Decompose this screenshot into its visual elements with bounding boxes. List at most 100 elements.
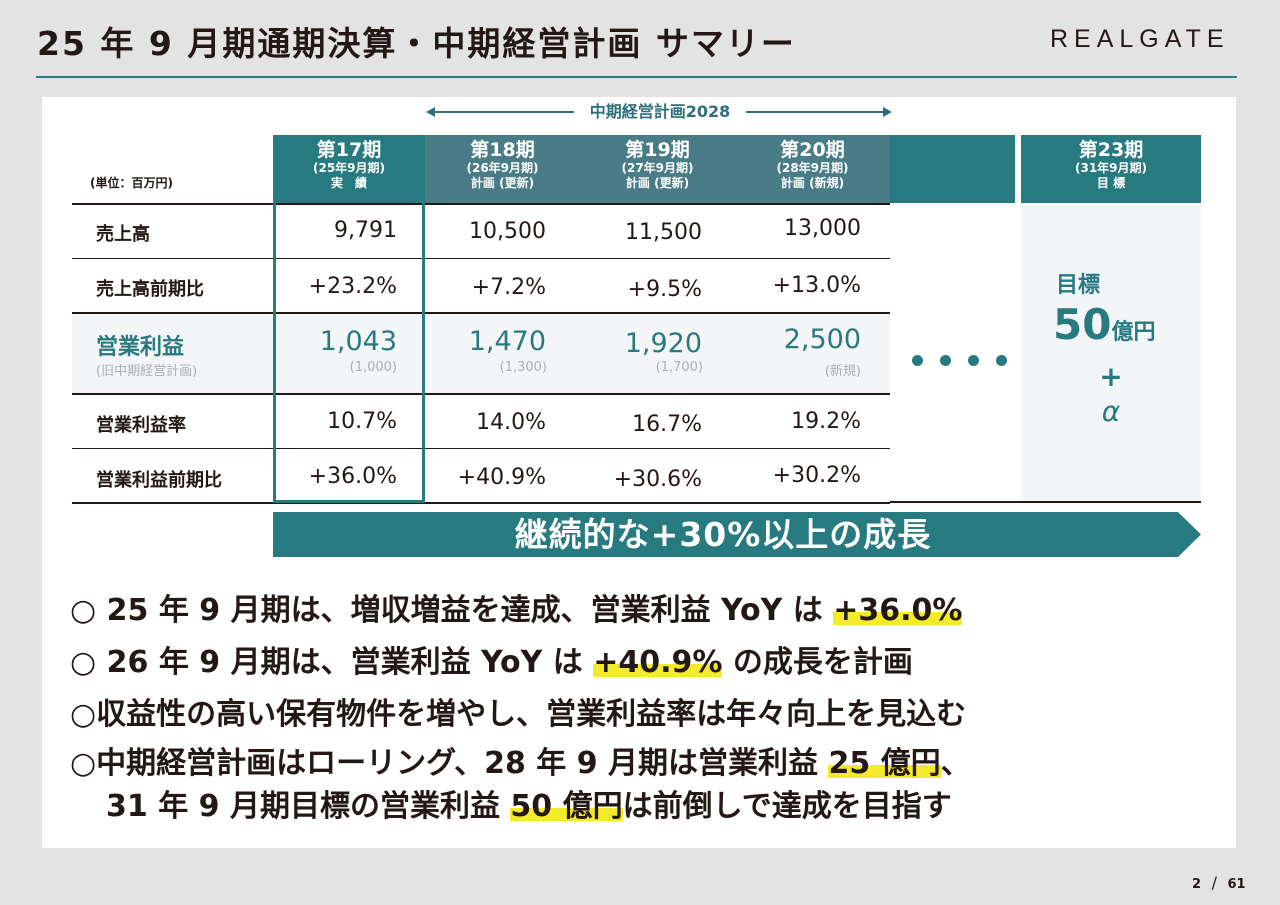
bullet-text: ○収益性の高い保有物件を増やし、営業利益率は年々向上を見込む [70,697,967,732]
growth-banner: 継続的な+30%以上の成長 [273,512,1201,557]
cell-op-margin-19: 16.7% [632,412,702,437]
fiscal-year: (28年9月期) [776,161,849,175]
arrow-banner-shape [273,512,1201,557]
page-number: 2 / 61 [1192,873,1246,892]
table-rule [72,448,890,449]
target-box: 目標 50億円 + α [1021,205,1201,501]
cell-sales-yoy-19: +9.5% [627,277,702,302]
target-plus: + [1099,360,1123,393]
mid-term-plan-range: 中期経営計画2028 [426,102,892,122]
column-header-23: 第23期 (31年9月期) 目 標 [1021,135,1201,203]
cell-sales-19: 11,500 [625,220,702,245]
fiscal-year: (25年9月期) [312,161,386,175]
column-header-spacer [890,135,1015,203]
slide-title: 25 年 9 月期通期決算・中期経営計画 サマリー [37,24,796,63]
column-type: 計画 (更新) [625,176,690,190]
cell-op-profit-old-19: (1,700) [655,360,703,375]
arrow-line-left [432,111,574,113]
cell-op-yoy-20: +30.2% [772,463,861,488]
cell-op-yoy-19: +30.6% [613,467,702,492]
cell-op-profit-19: 1,920 [624,328,702,359]
highlighted-text: 50 億円 [510,789,623,824]
cell-op-profit-old-17: (1,000) [349,360,397,375]
table-rule [72,203,890,205]
cell-sales-yoy-17: +23.2% [308,274,397,299]
cell-sales-yoy-20: +13.0% [772,273,861,298]
dot-icon [940,355,951,366]
fiscal-year: (27年9月期) [621,161,694,175]
brand-logo: REALGATE [1050,25,1230,53]
dot-icon [912,355,923,366]
unit-label: (単位：百万円) [90,176,173,190]
page-separator: / [1211,873,1217,892]
period: 第20期 [780,139,845,161]
plan-label: 中期経営計画2028 [589,102,731,121]
cell-op-profit-20: 2,500 [783,324,861,355]
table-rule [72,502,890,504]
column-type: 計画 (新規) [780,176,845,190]
period: 第23期 [1078,139,1144,161]
fiscal-year: (31年9月期) [1074,161,1148,175]
period: 第18期 [470,139,535,161]
period: 第19期 [625,139,690,161]
target-amount: 50億円 [1053,300,1155,349]
cell-sales-18: 10,500 [469,219,546,244]
column-header-17: 第17期 (25年9月期) 実 績 [273,135,425,203]
target-amount-number: 50 [1053,300,1112,349]
dot-icon [968,355,979,366]
cell-sales-20: 13,000 [784,216,861,241]
table-rule [890,501,1201,503]
title-divider [36,76,1237,78]
row-label-sales-yoy: 売上高前期比 [96,279,204,300]
row-sublabel-old-plan: (旧中期経営計画) [96,364,198,379]
bullet-text: ○ 26 年 9 月期は、営業利益 YoY は [70,645,594,680]
arrow-line-right [746,111,886,113]
bullet-text: の成長を計画 [722,645,913,680]
column-header-19: 第19期 (27年9月期) 計画 (更新) [580,135,735,203]
target-amount-unit: 億円 [1111,320,1156,345]
cell-sales-17: 9,791 [334,218,397,243]
bullet-item: ○収益性の高い保有物件を増やし、営業利益率は年々向上を見込む [70,689,971,741]
ellipsis-dots [912,355,1007,366]
cell-op-profit-old-20: (新規) [824,364,861,379]
bullet-item: ○中期経営計画はローリング、28 年 9 月期は営業利益 25 億円、 [70,741,971,785]
row-label-op-profit-yoy: 営業利益前期比 [96,470,222,491]
operating-profit-row-bg [72,313,890,393]
bullet-text: ○ 25 年 9 月期は、増収増益を達成、営業利益 YoY は [70,593,834,628]
highlighted-text: +36.0% [833,593,963,628]
row-label-sales: 売上高 [96,224,150,245]
table-rule [72,312,890,314]
summary-bullets: ○ 25 年 9 月期は、増収増益を達成、営業利益 YoY は +36.0% ○… [70,585,971,833]
current-page: 2 [1192,877,1202,892]
row-label-op-margin: 営業利益率 [96,415,186,436]
period: 第17期 [316,139,382,161]
arrow-right-icon [883,107,892,117]
column-type: 計画 (更新) [470,176,535,190]
cell-sales-yoy-18: +7.2% [471,275,546,300]
highlighted-text: 25 億円 [828,746,941,781]
bullet-item: ○ 26 年 9 月期は、営業利益 YoY は +40.9% の成長を計画 [70,637,971,689]
bullet-item: ○ 25 年 9 月期は、増収増益を達成、営業利益 YoY は +36.0% [70,585,971,637]
row-label-operating-profit: 営業利益 [96,335,185,360]
cell-op-margin-17: 10.7% [327,409,397,434]
highlighted-text: +40.9% [593,645,723,680]
fiscal-year: (26年9月期) [466,161,539,175]
target-alpha: α [1101,395,1121,428]
banner-text: 継続的な+30%以上の成長 [514,515,932,554]
bullet-item-continuation: 31 年 9 月期目標の営業利益 50 億円は前倒しで達成を目指す [70,785,971,833]
bullet-text: は前倒しで達成を目指す [622,789,952,824]
actual-column-highlight [273,203,425,503]
target-label: 目標 [1056,273,1101,298]
cell-op-margin-18: 14.0% [476,410,546,435]
bullet-text: ○中期経営計画はローリング、28 年 9 月期は営業利益 [70,746,829,781]
dot-icon [996,355,1007,366]
bullet-text: 31 年 9 月期目標の営業利益 [106,789,511,824]
bullet-text: 、 [940,746,971,781]
column-header-20: 第20期 (28年9月期) 計画 (新規) [735,135,890,203]
cell-op-margin-20: 19.2% [791,409,861,434]
cell-op-yoy-17: +36.0% [308,464,397,489]
total-pages: 61 [1227,877,1246,892]
column-header-18: 第18期 (26年9月期) 計画 (更新) [425,135,580,203]
arrow-left-icon [426,107,435,117]
column-type: 実 績 [330,176,367,190]
